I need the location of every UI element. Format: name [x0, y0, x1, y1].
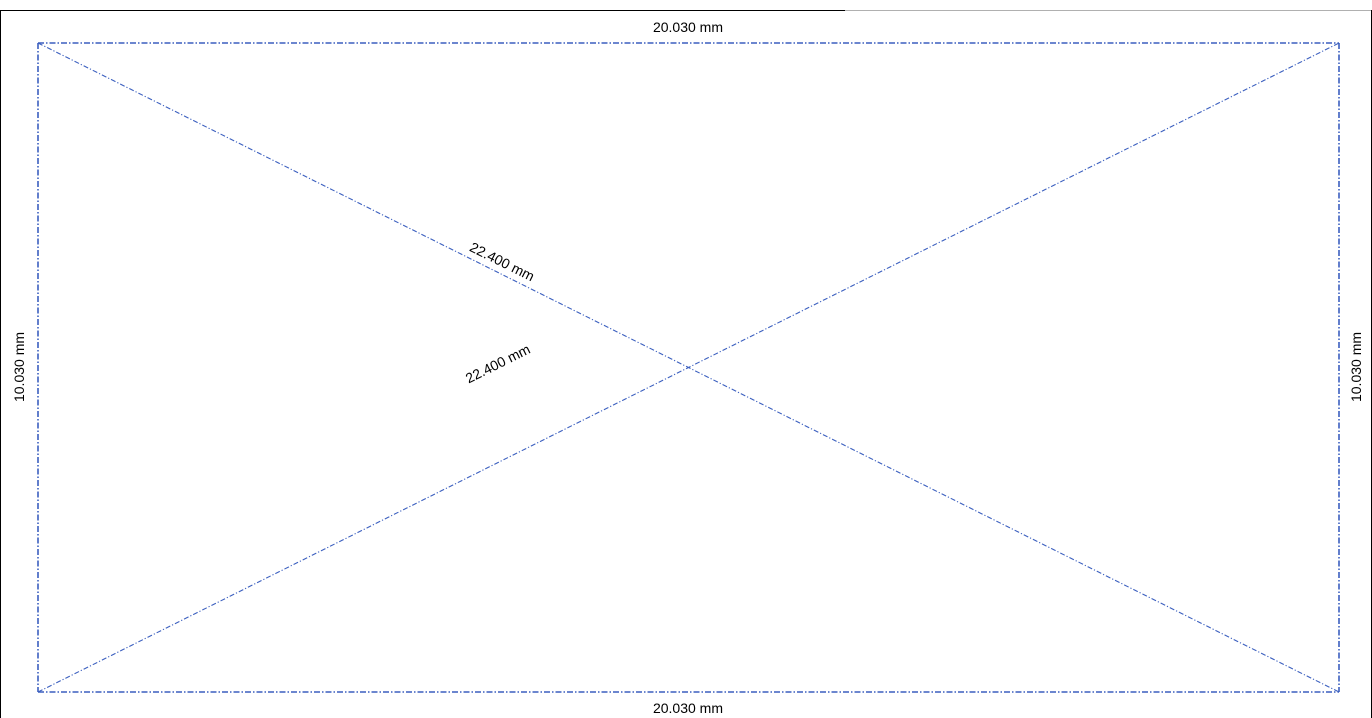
measured-rectangle [37, 42, 1340, 693]
right-height-label: 10.030 mm [1348, 332, 1364, 402]
top-width-label: 20.030 mm [653, 19, 723, 35]
outer-frame [0, 10, 1372, 718]
bottom-width-label: 20.030 mm [653, 700, 723, 716]
diagonal-ascending-line [37, 42, 1340, 693]
left-height-label: 10.030 mm [11, 332, 27, 402]
diagonal-descending-label: 22.400 mm [467, 239, 537, 285]
diagonal-ascending-label: 22.400 mm [463, 341, 533, 387]
diagonals [37, 42, 1340, 693]
